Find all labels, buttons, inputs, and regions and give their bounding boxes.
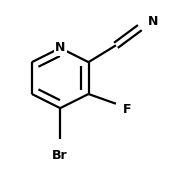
Text: Br: Br: [52, 149, 68, 162]
Text: N: N: [55, 42, 65, 55]
Text: N: N: [148, 15, 158, 28]
Text: F: F: [123, 103, 132, 116]
